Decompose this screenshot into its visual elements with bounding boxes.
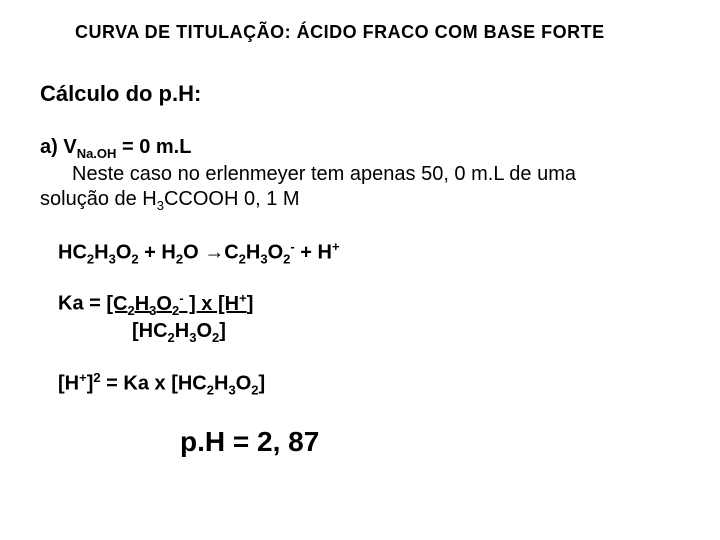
line-a-sub: Na.OH	[77, 146, 117, 161]
result-ph: p.H = 2, 87	[180, 426, 690, 458]
eq1-t4: + H	[139, 241, 176, 263]
body-paragraph: a) VNa.OH = 0 m.L Neste caso no erlenmey…	[40, 135, 690, 215]
eq1-s2: 3	[109, 251, 116, 266]
eq2-d2: H	[175, 320, 189, 342]
eq2-d3: O	[196, 320, 212, 342]
line-c-prefix: solução de H	[40, 188, 157, 210]
eq1-t2: H	[94, 241, 108, 263]
eq2-ds1: 2	[168, 330, 175, 345]
eq2-num-underline: [C2H3O2- ] x [H+]	[106, 293, 253, 315]
slide-title: CURVA DE TITULAÇÃO: ÁCIDO FRACO COM BASE…	[75, 22, 690, 43]
line-c-rest: CCOOH 0, 1 M	[164, 188, 300, 210]
eq1-t3: O	[116, 241, 132, 263]
eq3-t5: O	[236, 373, 252, 395]
eq3-sup1: +	[79, 370, 87, 385]
eq1-t8: + H	[295, 241, 332, 263]
line-a-rest: = 0 m.L	[116, 136, 191, 158]
eq1-t5: O →C	[183, 241, 239, 263]
eq3-sup2: 2	[93, 370, 100, 385]
equation-2: Ka = [C2H3O2- ] x [H+] [HC2H3O2]	[58, 290, 690, 346]
eq3-t1: [H	[58, 373, 79, 395]
eq2-ns3: 2	[172, 303, 179, 318]
equation-1: HC2H3O2 + H2O →C2H3O2- + H+	[58, 239, 690, 267]
line-a: a) VNa.OH = 0 m.L	[40, 135, 690, 162]
eq1-s5: 2	[239, 251, 246, 266]
line-c: solução de H3CCOOH 0, 1 M	[40, 187, 690, 214]
eq2-nsup2: +	[239, 290, 247, 305]
line-c-sub: 3	[157, 198, 164, 213]
eq2-n5: ]	[247, 293, 254, 315]
eq2-n4: ] x [H	[184, 293, 240, 315]
eq2-numerator: Ka = [C2H3O2- ] x [H+]	[58, 290, 690, 319]
equation-3: [H+]2 = Ka x [HC2H3O2]	[58, 370, 690, 398]
eq3-t6: ]	[258, 373, 265, 395]
eq1-sup2: +	[332, 239, 340, 254]
eq2-n2: H	[135, 293, 149, 315]
eq3-t3: = Ka x [HC	[101, 373, 207, 395]
eq1-t1: HC	[58, 241, 87, 263]
eq2-d1: [HC	[132, 320, 168, 342]
line-b: Neste caso no erlenmeyer tem apenas 50, …	[40, 162, 690, 187]
eq2-n3: O	[156, 293, 172, 315]
slide-content: CURVA DE TITULAÇÃO: ÁCIDO FRACO COM BASE…	[0, 0, 720, 478]
eq3-t4: H	[214, 373, 228, 395]
eq1-t7: O	[268, 241, 284, 263]
eq3-s2: 3	[228, 383, 235, 398]
eq2-ns1: 2	[127, 303, 134, 318]
eq2-label: Ka =	[58, 293, 106, 315]
eq3-s1: 2	[207, 383, 214, 398]
eq1-s3: 2	[131, 251, 138, 266]
subtitle: Cálculo do p.H:	[40, 81, 690, 107]
eq1-t6: H	[246, 241, 260, 263]
eq1-s6: 3	[260, 251, 267, 266]
eq1-s4: 2	[176, 251, 183, 266]
line-a-prefix: a) V	[40, 136, 77, 158]
eq2-n1: [C	[106, 293, 127, 315]
eq2-denominator: [HC2H3O2]	[58, 319, 690, 346]
eq2-d4: ]	[219, 320, 226, 342]
